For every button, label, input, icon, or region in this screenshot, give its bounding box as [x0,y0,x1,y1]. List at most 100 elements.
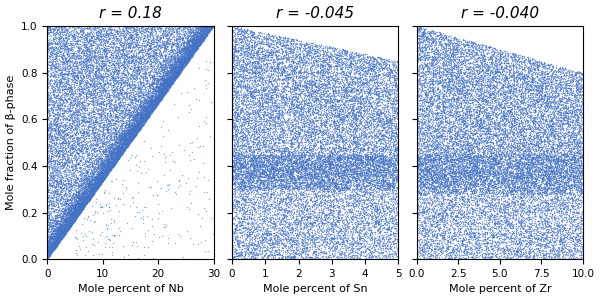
Point [83,189,92,194]
Point [80,82,90,86]
Point [301,118,310,123]
Point [567,186,577,190]
Point [542,102,551,107]
Point [188,49,197,54]
Point [342,186,352,191]
Point [384,223,394,227]
Point [199,23,209,28]
Point [98,72,107,76]
Point [325,240,335,245]
Point [50,233,60,238]
Point [492,135,502,140]
Point [251,59,261,64]
Point [499,108,508,112]
Point [259,203,268,208]
Point [272,64,281,68]
Point [55,185,65,190]
Point [172,40,182,45]
Point [476,158,485,163]
Point [50,190,59,195]
Point [251,141,260,146]
Point [437,114,446,119]
Point [85,121,95,126]
Point [240,242,250,247]
Point [429,230,439,235]
Point [71,77,80,82]
Point [576,215,586,220]
Point [388,182,398,187]
Point [50,214,60,218]
Point [56,237,65,242]
Point [447,103,457,108]
Point [277,178,286,183]
Point [69,217,79,222]
Point [542,250,552,255]
Point [232,70,241,75]
Point [266,237,276,242]
Point [180,63,190,68]
Point [145,106,155,111]
Point [66,98,76,103]
Point [64,67,74,71]
Point [44,103,53,108]
Point [180,58,190,63]
Point [51,153,61,158]
Point [509,151,518,156]
Point [464,52,474,56]
Point [82,130,91,134]
Point [485,112,494,117]
Point [85,170,94,175]
Point [100,172,110,177]
Point [260,207,269,212]
Point [452,242,461,247]
Point [145,32,154,36]
Point [149,63,159,68]
Point [245,136,254,141]
Point [569,75,578,80]
Point [446,166,455,171]
Point [54,239,64,244]
Point [544,187,553,191]
Point [278,138,288,143]
Point [505,189,515,194]
Point [466,136,476,140]
Point [107,163,116,168]
Point [451,215,460,220]
Point [384,178,394,183]
Point [373,148,382,153]
Point [358,166,367,171]
Point [343,73,352,77]
Point [359,105,369,110]
Point [164,58,174,62]
Point [352,138,362,142]
Point [64,156,73,161]
Point [424,155,434,160]
Point [62,187,71,192]
Point [160,86,169,91]
Point [277,38,287,43]
Point [541,84,551,89]
Point [454,162,464,167]
Point [424,36,434,41]
Point [335,210,344,214]
Point [106,60,115,64]
Point [259,169,269,173]
Point [480,185,490,190]
Point [307,203,317,208]
Point [241,138,251,143]
Point [426,172,436,176]
Point [304,170,313,175]
Point [79,139,88,144]
Point [355,87,365,92]
Point [58,53,68,58]
Point [457,169,466,174]
Point [44,250,54,255]
Point [103,74,113,78]
Point [560,187,570,191]
Point [62,225,71,230]
Point [483,56,493,61]
Point [160,86,169,91]
Point [59,37,68,42]
Point [46,210,55,214]
Point [53,227,62,232]
